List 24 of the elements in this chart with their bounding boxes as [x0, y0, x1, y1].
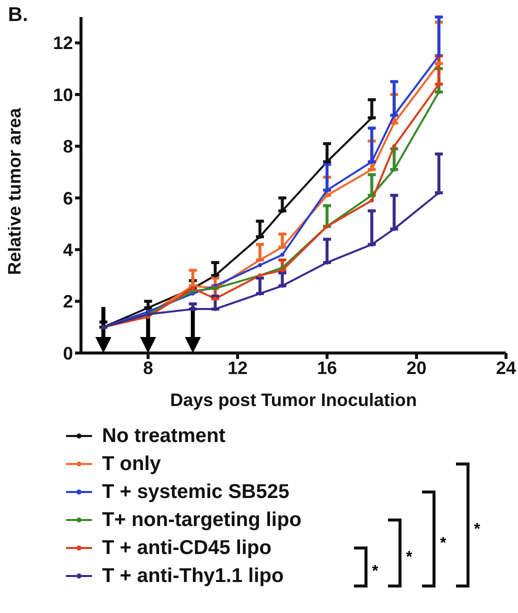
y-tick-label: 10: [52, 84, 73, 105]
y-tick-label: 8: [62, 136, 73, 157]
legend-label: T+ non-targeting lipo: [102, 508, 302, 532]
x-tick-label: 24: [496, 358, 516, 378]
x-tick-label: 16: [317, 358, 338, 378]
y-tick-label: 0: [62, 343, 73, 364]
legend-label: T + anti-CD45 lipo: [102, 536, 272, 560]
x-axis-title: Days post Tumor Inoculation: [169, 389, 418, 412]
x-tick-label: 12: [228, 358, 248, 378]
text: *: [440, 535, 446, 553]
legend-label: No treatment: [102, 424, 226, 448]
text: *: [372, 563, 378, 581]
legend-label: T + systemic SB525: [102, 480, 290, 504]
y-tick-label: 2: [62, 292, 73, 312]
chart-title: B.: [8, 4, 28, 27]
y-tick-label: 6: [62, 188, 73, 208]
y-tick-label: 12: [52, 33, 73, 54]
legend-label: T + anti-Thy1.1 lipo: [102, 564, 284, 588]
text: *: [474, 521, 480, 539]
x-tick-label: 20: [406, 358, 427, 378]
x-tick-label: 8: [143, 358, 154, 378]
text: *: [406, 549, 412, 567]
y-tick-label: 4: [62, 240, 73, 260]
legend-label: T only: [102, 452, 161, 476]
